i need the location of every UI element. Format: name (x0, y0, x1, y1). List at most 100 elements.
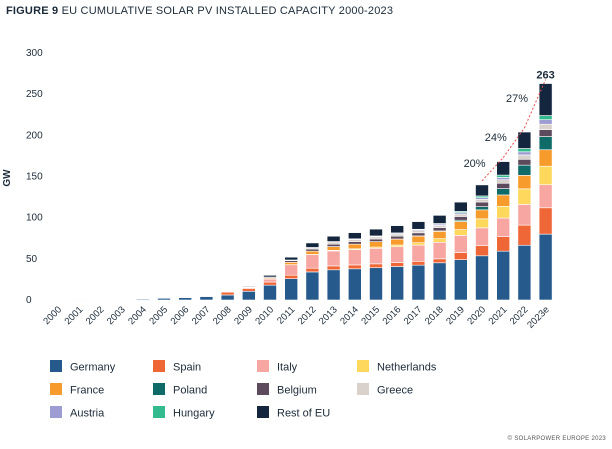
bar-segment-rest-of-eu (263, 274, 277, 278)
x-tick-label: 2007 (190, 304, 213, 327)
bar-segment-rest-of-eu (475, 184, 489, 197)
bar-segment-netherlands (496, 206, 511, 219)
y-tick-label: 300 (26, 48, 43, 59)
bar-segment-rest-of-eu (284, 256, 299, 261)
legend-swatch-austria (50, 406, 62, 418)
bar-segment-belgium (390, 235, 405, 240)
bar-segment-spain (411, 261, 426, 266)
bar-segment-france (496, 194, 511, 207)
bar-segment-spain (453, 252, 468, 260)
bar-segment-germany (284, 278, 299, 301)
bar-segment-rest-of-eu (242, 285, 256, 288)
bar-segment-france (475, 209, 489, 220)
x-tick-label: 2014 (338, 304, 361, 327)
bar-segment-belgium (432, 227, 447, 232)
bar-segment-italy (432, 241, 447, 260)
y-axis-label: GW (2, 169, 13, 187)
bar-segment-rest-of-eu (453, 201, 468, 212)
bar-segment-germany (157, 297, 171, 301)
bar-segment-spain (475, 245, 489, 257)
legend-swatch-poland (153, 383, 165, 395)
bar-segment-italy (326, 250, 341, 267)
y-tick-label: 200 (26, 130, 43, 141)
bar-segment-netherlands (453, 229, 468, 236)
bar-segment-greece (369, 236, 383, 240)
growth-annotations: 20% 24% 27% 263 (464, 70, 555, 182)
bar-segment-spain (517, 224, 532, 246)
bar-segment-hungary (538, 115, 553, 120)
bar-segment-spain (263, 281, 277, 286)
legend-label-poland: Poland (173, 385, 207, 397)
bar-segment-poland (475, 206, 489, 211)
bar-segment-netherlands (517, 188, 532, 205)
legend: Germany Spain Italy Netherlands France Poland… (50, 360, 437, 420)
growth-rate-label: 24% (485, 132, 507, 144)
x-tick-label: 2000 (41, 304, 64, 327)
x-tick-label: 2006 (169, 304, 192, 327)
x-tick-label: 2003 (105, 304, 128, 327)
bar-segment-netherlands (538, 165, 553, 186)
bar-segment-spain (390, 262, 405, 267)
bar-segment-netherlands (411, 242, 426, 246)
bar-segment-belgium (496, 182, 511, 189)
bar-segment-rest-of-eu (369, 228, 383, 237)
title-text: EU CUMULATIVE SOLAR PV INSTALLED CAPACIT… (61, 5, 394, 17)
bar-segment-greece (475, 199, 489, 203)
bar-segment-italy (369, 247, 383, 265)
bar-segment-germany (242, 290, 256, 301)
bar-segment-france (411, 235, 426, 243)
bar-segment-hungary (517, 148, 532, 153)
bar-segment-france (284, 261, 299, 265)
bar-segment-belgium (326, 243, 341, 247)
bar-segment-germany (538, 233, 553, 301)
bar-segment-germany (390, 266, 405, 301)
legend-swatch-italy (257, 360, 269, 372)
bar-segment-spain (496, 236, 511, 252)
bar-segment-rest-of-eu (538, 83, 553, 116)
bar-segment-germany (326, 269, 341, 301)
copyright-footer: © SOLARPOWER EUROPE 2023 (507, 436, 606, 442)
bar-segment-germany (263, 284, 277, 301)
legend-swatch-france (50, 383, 62, 395)
x-tick-label: 2023e (525, 304, 551, 330)
bar-segment-france (453, 221, 468, 230)
bar-segment-germany (369, 267, 383, 301)
bar-segment-rest-of-eu (326, 235, 341, 242)
legend-label-hungary: Hungary (173, 408, 215, 420)
x-axis: 2000200120022003200420052006200720082009… (41, 304, 551, 330)
bar-segment-spain (369, 263, 383, 269)
bar-segment-greece (517, 154, 532, 160)
bar-segment-belgium (475, 201, 489, 207)
bar-segment-rest-of-eu (411, 221, 426, 230)
bar-segment-belgium (453, 216, 468, 221)
bar-segment-netherlands (432, 238, 447, 243)
bar-segment-italy (284, 264, 299, 276)
bar-segment-rest-of-eu (390, 225, 405, 234)
bar-segment-germany (178, 297, 192, 301)
legend-label-belgium: Belgium (277, 385, 317, 397)
bar-segment-spain (538, 207, 553, 235)
x-tick-label: 2004 (126, 304, 149, 327)
bar-segment-rest-of-eu (432, 215, 447, 224)
x-tick-label: 2012 (296, 304, 319, 327)
bar-segment-france (326, 246, 341, 251)
growth-dashed-line (481, 157, 504, 182)
bar-segment-france (305, 250, 320, 255)
bar-segment-belgium (538, 129, 553, 137)
bar-segment-spain (242, 288, 256, 292)
bar-segment-belgium (411, 232, 426, 237)
bar-segment-austria (496, 177, 511, 181)
x-tick-label: 2020 (465, 304, 488, 327)
bar-segment-italy (453, 235, 468, 253)
legend-label-greece: Greece (377, 385, 413, 397)
growth-rate-label: 27% (506, 93, 528, 105)
y-tick-label: 250 (26, 89, 43, 100)
bar-segment-poland (496, 188, 511, 196)
x-tick-label: 2005 (147, 304, 170, 327)
bar-segment-italy (411, 244, 426, 262)
bar-segment-greece (326, 241, 341, 245)
bar-segment-germany (475, 255, 489, 301)
bar-segment-hungary (496, 174, 511, 178)
bar-segment-france (390, 238, 405, 246)
